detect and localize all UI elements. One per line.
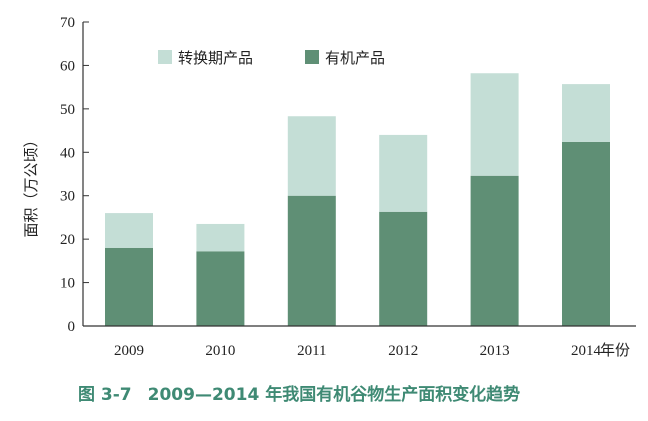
legend-label: 有机产品	[325, 49, 385, 67]
y-tick-label: 40	[60, 145, 75, 161]
x-tick-label: 2013	[480, 343, 510, 359]
figure-caption-text: 2009—2014 年我国有机谷物生产面积变化趋势	[147, 385, 521, 405]
bar-organic-2012	[379, 211, 428, 326]
y-axis-title: 面积（万公顷）	[22, 132, 40, 237]
legend-label: 转换期产品	[178, 49, 253, 67]
figure-caption: 图 3-7 2009—2014 年我国有机谷物生产面积变化趋势	[78, 380, 638, 405]
bar-conversion-2012	[379, 134, 428, 212]
x-axis-title: 年份	[600, 341, 630, 359]
bar-conversion-2010	[196, 223, 245, 252]
y-tick-label: 60	[60, 58, 75, 74]
x-tick-label: 2014	[571, 343, 602, 359]
figure-number: 图 3-7	[78, 385, 132, 405]
bar-conversion-2009	[105, 213, 153, 248]
bar-organic-2009	[105, 247, 153, 326]
y-tick-label: 0	[68, 319, 76, 335]
x-axis-ticks: 2009 2010 2011 2012 2013 2014	[114, 343, 602, 359]
bar-organic-2014	[562, 141, 610, 326]
y-axis-ticks: 0 10 20 30 40 50 60 70	[60, 15, 89, 335]
y-tick-label: 20	[60, 232, 75, 248]
bar-conversion-2013	[470, 73, 519, 176]
x-tick-label: 2010	[205, 343, 235, 359]
bar-organic-2010	[196, 251, 245, 326]
x-tick-label: 2009	[114, 343, 144, 359]
y-tick-label: 30	[60, 189, 75, 205]
bar-organic-2013	[470, 175, 519, 326]
bar-organic-2011	[287, 195, 336, 326]
legend: 转换期产品 有机产品	[158, 49, 385, 67]
x-tick-label: 2011	[297, 343, 326, 359]
bars	[105, 73, 610, 326]
bar-conversion-2014	[562, 84, 610, 142]
y-tick-label: 10	[60, 276, 75, 292]
legend-swatch	[305, 50, 319, 64]
y-tick-label: 50	[60, 102, 75, 118]
y-tick-label: 70	[60, 15, 75, 31]
stacked-bar-chart: 0 10 20 30 40 50 60 70 2009 2010 2011 2012 2013 2014…	[22, 15, 636, 359]
x-tick-label: 2012	[388, 343, 418, 359]
legend-swatch	[158, 50, 172, 64]
bar-conversion-2011	[287, 116, 336, 196]
